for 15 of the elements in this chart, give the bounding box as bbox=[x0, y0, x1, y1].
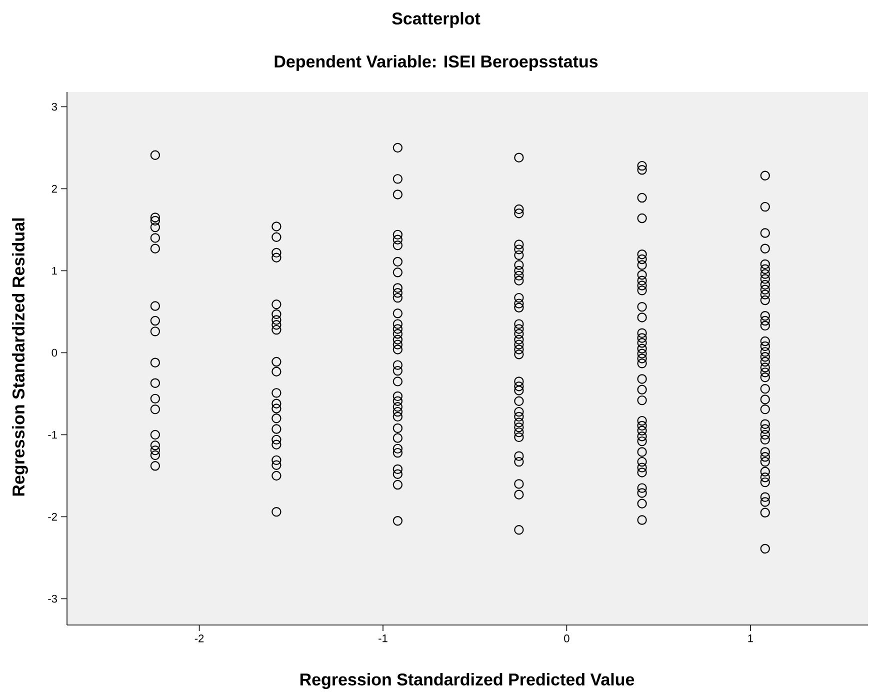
x-tick-label: -2 bbox=[194, 634, 204, 642]
y-tick-label: 3 bbox=[52, 102, 57, 111]
y-tick-label: -1 bbox=[48, 430, 57, 439]
y-tick-label: 0 bbox=[52, 348, 58, 357]
x-tick-label: 0 bbox=[564, 634, 570, 642]
x-axis-title: Regression Standardized Predicted Value bbox=[300, 673, 634, 689]
x-tick-label: -1 bbox=[378, 634, 388, 642]
y-axis-title: Regression Standardized Residual bbox=[12, 218, 28, 496]
x-tick-label: 1 bbox=[748, 634, 753, 642]
y-tick-label: 2 bbox=[52, 184, 57, 193]
y-tick-label: 1 bbox=[52, 266, 57, 275]
y-tick-label: -2 bbox=[48, 512, 57, 521]
chart-subtitle: Dependent Variable: ISEI Beroepsstatus bbox=[274, 55, 598, 71]
y-tick-label: -3 bbox=[48, 594, 57, 603]
chart-title: Scatterplot bbox=[392, 12, 480, 28]
